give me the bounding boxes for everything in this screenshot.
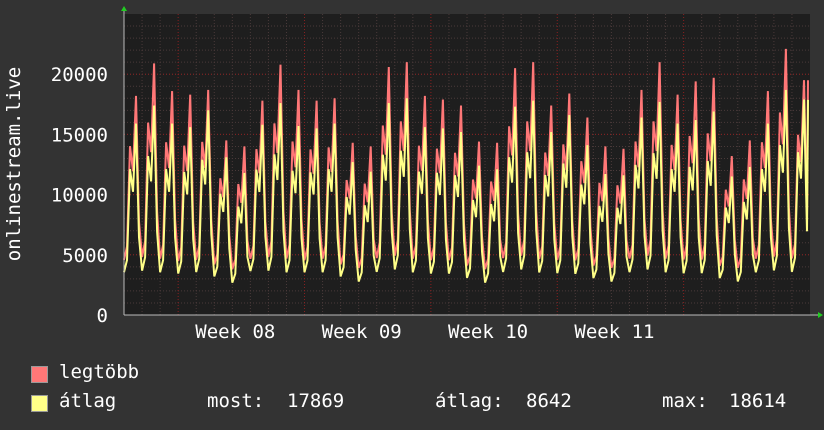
stat-max-label: max:: [662, 390, 708, 412]
x-axis-arrow: [818, 312, 823, 318]
x-tick-labels: Week 08 Week 09 Week 10 Week 11: [195, 321, 654, 343]
y-tick-label: 20000: [51, 64, 108, 86]
y-tick-label: 15000: [51, 124, 108, 146]
y-axis-label: onlinestream.live: [3, 67, 25, 261]
series-lines: [123, 48, 809, 284]
legend-label-max: legtöbb: [59, 361, 140, 383]
y-axis-arrow: [121, 6, 127, 11]
x-tick-label: Week 08: [195, 321, 275, 343]
y-tick-label: 0: [97, 305, 108, 327]
stat-avg-value: 8642: [526, 390, 572, 412]
stat-avg-label: átlag:: [435, 390, 504, 412]
grid: [124, 14, 810, 315]
stat-most-value: 17869: [287, 390, 345, 412]
y-tick-label: 10000: [51, 185, 108, 207]
stat-most-label: most:: [207, 390, 265, 412]
y-tick-label: 5000: [62, 245, 108, 267]
x-tick-label: Week 09: [322, 321, 402, 343]
y-tick-labels: 0 5000 10000 15000 20000: [51, 64, 108, 327]
legend-label-avg: átlag: [59, 390, 117, 412]
legend-swatch-avg: [31, 395, 48, 412]
series-line-avg: [123, 89, 809, 284]
axes: [121, 6, 823, 318]
x-tick-label: Week 11: [574, 321, 654, 343]
x-tick-label: Week 10: [448, 321, 528, 343]
legend-swatch-max: [31, 366, 48, 383]
stat-max-value: 18614: [729, 390, 787, 412]
